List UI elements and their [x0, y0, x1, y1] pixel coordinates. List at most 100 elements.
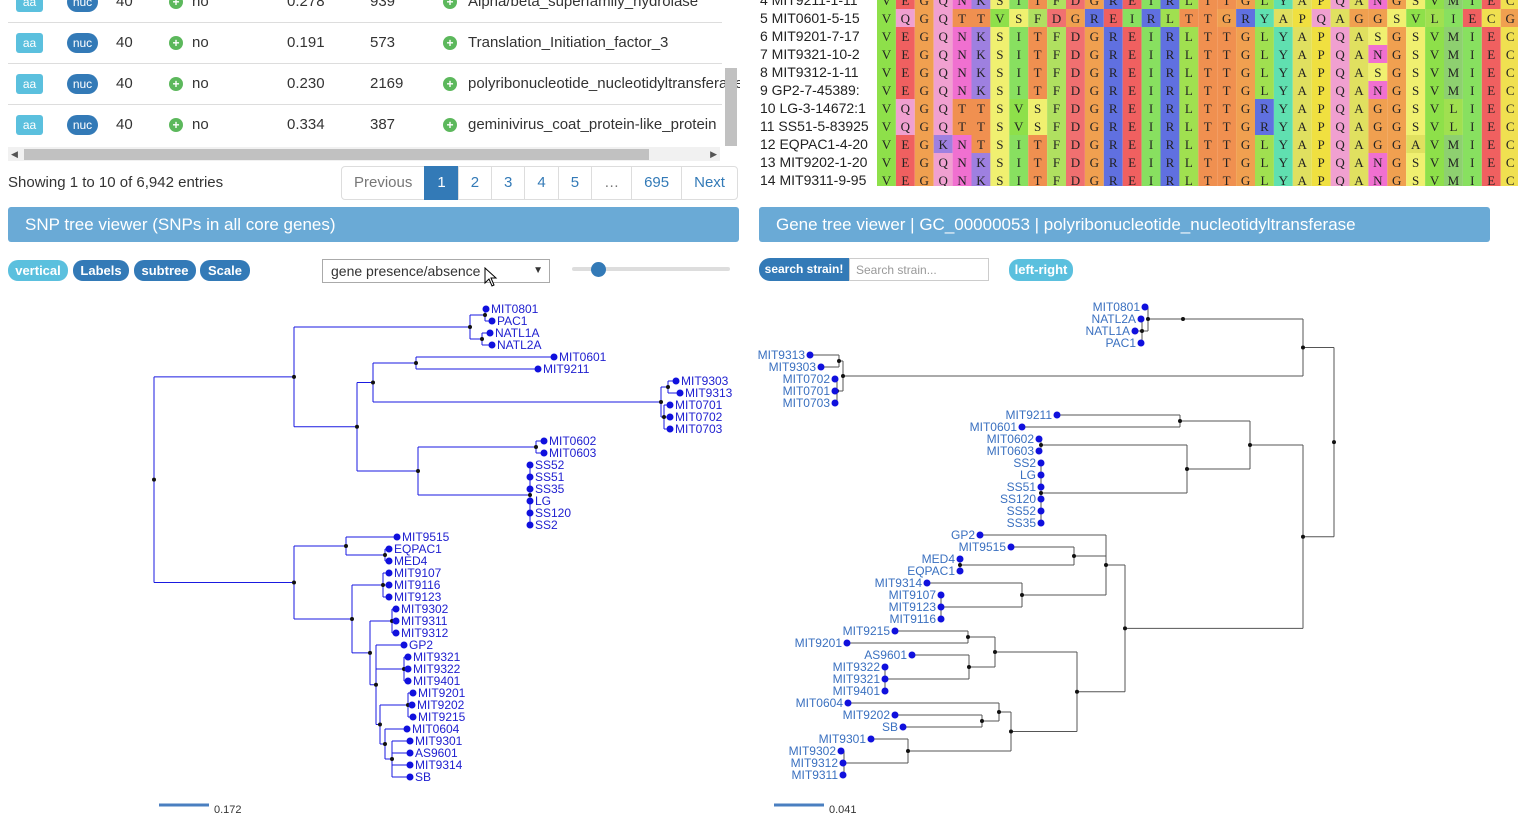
internal-node[interactable]: [350, 616, 354, 621]
leaf-node[interactable]: [672, 377, 680, 385]
table-horizontal-scrollbar[interactable]: ◀ ▶: [8, 147, 720, 161]
previous-page-button[interactable]: Previous: [341, 166, 426, 200]
leaf-node[interactable]: [404, 677, 412, 685]
leaf-label[interactable]: MIT9321: [833, 672, 881, 686]
leaf-node[interactable]: [406, 749, 414, 757]
leaf-node[interactable]: [1037, 471, 1045, 479]
internal-node[interactable]: [966, 635, 970, 639]
leaf-node[interactable]: [540, 449, 548, 457]
sequence-alignment-viewer[interactable]: 4 MIT9211-1-11 V E G Q N K S I T F D G R E I R L T T G L Y A P Q A…: [758, 0, 1518, 186]
gene-tree[interactable]: MIT0801NATL2ANATL1APAC1MIT9313MIT9303MIT…: [745, 295, 1515, 819]
internal-node[interactable]: [528, 493, 532, 497]
leaf-node[interactable]: [406, 773, 414, 781]
internal-node[interactable]: [1301, 345, 1305, 350]
leaf-label[interactable]: MIT0702: [675, 410, 723, 424]
internal-node[interactable]: [152, 477, 156, 482]
leaf-label[interactable]: MIT0601: [970, 420, 1018, 434]
internal-node[interactable]: [480, 337, 484, 341]
leaf-label[interactable]: MIT9107: [889, 588, 937, 602]
leaf-label[interactable]: MIT0801: [491, 302, 539, 316]
leaf-label[interactable]: MIT9202: [843, 708, 891, 722]
nuc-download-button[interactable]: nuc: [67, 74, 98, 94]
leaf-label[interactable]: MIT9201: [795, 636, 843, 650]
leaf-node[interactable]: [406, 761, 414, 769]
internal-node[interactable]: [666, 385, 670, 389]
leaf-node[interactable]: [839, 759, 847, 767]
leaf-label[interactable]: SS52: [1007, 504, 1037, 518]
leaf-label[interactable]: MIT9201: [418, 686, 466, 700]
leaf-node[interactable]: [404, 653, 412, 661]
leaf-node[interactable]: [806, 351, 814, 359]
internal-node[interactable]: [1104, 563, 1108, 567]
leaf-node[interactable]: [526, 521, 534, 529]
page-button-last[interactable]: 695: [631, 166, 683, 200]
leaf-label[interactable]: MIT9313: [685, 386, 733, 400]
leaf-node[interactable]: [404, 665, 412, 673]
internal-node[interactable]: [414, 361, 418, 365]
leaf-label[interactable]: MIT9202: [417, 698, 465, 712]
nuc-download-button[interactable]: nuc: [67, 115, 98, 135]
leaf-label[interactable]: AS9601: [415, 746, 458, 760]
expand-icon[interactable]: +: [443, 0, 457, 9]
leaf-node[interactable]: [540, 437, 548, 445]
leaf-label[interactable]: MIT9313: [758, 348, 806, 362]
aa-download-button[interactable]: aa: [16, 115, 43, 135]
internal-node[interactable]: [344, 544, 348, 548]
internal-node[interactable]: [958, 563, 962, 567]
scroll-right-icon[interactable]: ▶: [710, 149, 717, 159]
next-page-button[interactable]: Next: [681, 166, 738, 200]
leaf-label[interactable]: SS120: [1000, 492, 1036, 506]
expand-icon[interactable]: +: [169, 36, 183, 50]
leaf-node[interactable]: [1037, 495, 1045, 503]
table-row[interactable]: aa nuc 40 + no 0.334 387 + geminivirus_c…: [8, 104, 722, 146]
leaf-label[interactable]: MIT9123: [394, 590, 442, 604]
leaf-label[interactable]: MIT9311: [792, 768, 839, 782]
leaf-node[interactable]: [881, 663, 889, 671]
leaf-node[interactable]: [534, 365, 542, 373]
leaf-label[interactable]: MIT0602: [987, 432, 1035, 446]
aa-download-button[interactable]: aa: [16, 74, 43, 94]
leaf-label[interactable]: NATL1A: [495, 326, 539, 340]
leaf-label[interactable]: MIT9116: [394, 578, 441, 592]
leaf-node[interactable]: [937, 603, 945, 611]
leaf-node[interactable]: [392, 605, 400, 613]
leaf-label[interactable]: AS9601: [864, 648, 907, 662]
internal-node[interactable]: [906, 749, 910, 753]
internal-node[interactable]: [483, 313, 487, 317]
leaf-label[interactable]: PAC1: [497, 314, 528, 328]
leaf-node[interactable]: [1007, 543, 1015, 551]
leaf-label[interactable]: LG: [535, 494, 551, 508]
expand-icon[interactable]: +: [443, 118, 457, 132]
scroll-left-icon[interactable]: ◀: [11, 149, 18, 159]
leaf-node[interactable]: [956, 555, 964, 563]
internal-node[interactable]: [837, 359, 841, 363]
internal-node[interactable]: [1146, 317, 1150, 321]
table-row[interactable]: aa nuc 40 + no 0.191 573 + Translation_I…: [8, 22, 722, 64]
leaf-label[interactable]: MIT9321: [413, 650, 461, 664]
leaf-label[interactable]: SS51: [1007, 480, 1037, 494]
leaf-label[interactable]: MIT9322: [833, 660, 881, 674]
scrollbar-thumb[interactable]: [24, 149, 649, 160]
internal-node[interactable]: [1123, 626, 1127, 631]
leaf-label[interactable]: MIT0603: [549, 446, 597, 460]
leaf-label[interactable]: MIT9123: [889, 600, 937, 614]
leaf-node[interactable]: [891, 711, 899, 719]
leaf-label[interactable]: MIT0702: [783, 372, 831, 386]
leaf-node[interactable]: [1141, 303, 1149, 311]
internal-node[interactable]: [1248, 443, 1252, 447]
internal-node[interactable]: [381, 583, 385, 587]
leaf-node[interactable]: [1035, 435, 1043, 443]
leaf-label[interactable]: MIT0604: [412, 722, 460, 736]
leaf-label[interactable]: MIT9301: [819, 732, 867, 746]
leaf-node[interactable]: [666, 425, 674, 433]
leaf-node[interactable]: [482, 305, 490, 313]
leaf-node[interactable]: [839, 771, 847, 779]
nuc-download-button[interactable]: nuc: [67, 0, 98, 12]
leaf-node[interactable]: [393, 533, 401, 541]
leaf-label[interactable]: MIT0601: [559, 350, 607, 364]
internal-node[interactable]: [1181, 317, 1185, 321]
leaf-label[interactable]: MIT9515: [959, 540, 1007, 554]
leaf-node[interactable]: [1037, 483, 1045, 491]
leaf-node[interactable]: [1137, 315, 1145, 323]
